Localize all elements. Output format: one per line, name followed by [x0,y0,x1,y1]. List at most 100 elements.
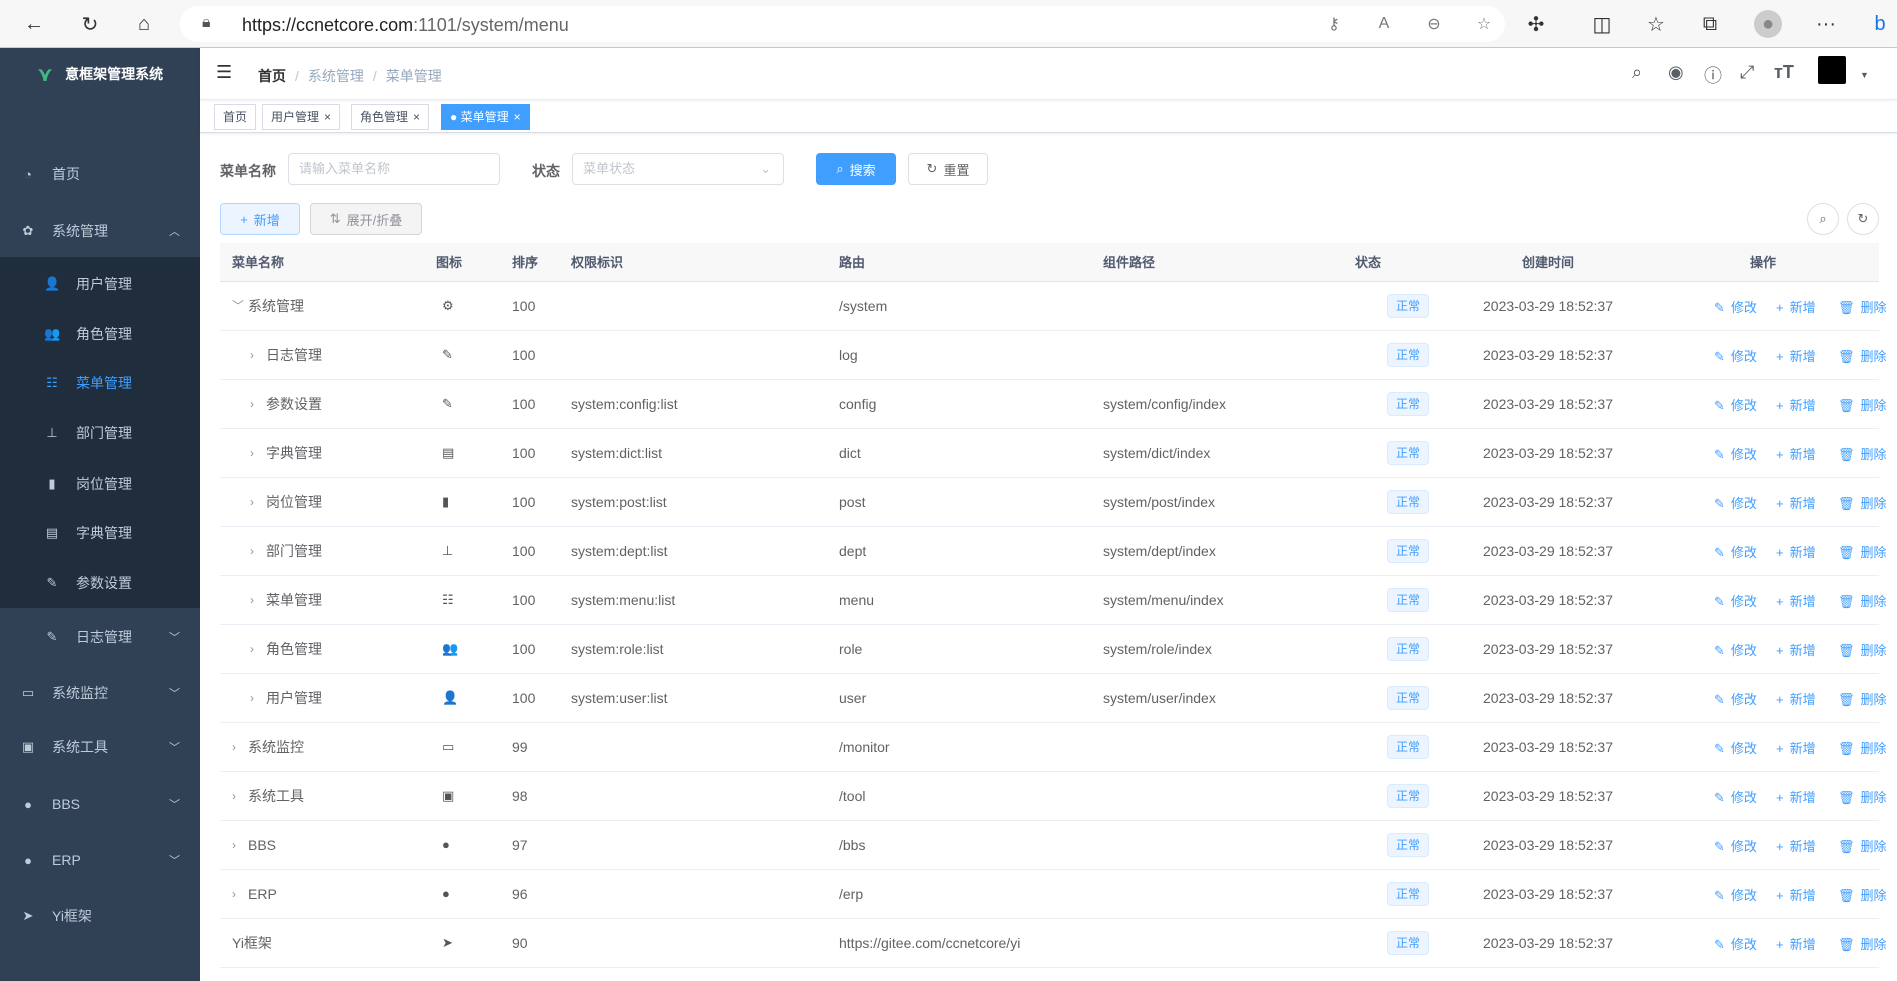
tag-1[interactable]: 用户管理 × [262,104,341,130]
expand-icon[interactable]: › [250,593,254,607]
sidebar-item[interactable]: ✎ 参数设置 [0,558,200,608]
github-icon[interactable]: ◉ [1668,62,1684,82]
sidebar-item[interactable]: ▭ 系统监控 ﹀ [0,668,200,718]
close-icon[interactable]: × [324,110,332,124]
sidebar-item[interactable]: ● BBS ﹀ [0,779,200,829]
home-icon[interactable]: ⌂ [137,12,151,35]
split-screen-icon[interactable]: ◫ [1592,13,1612,36]
edit-button[interactable]: ✎ 修改 [1714,885,1757,904]
edit-button[interactable]: ✎ 修改 [1714,346,1757,365]
expand-icon[interactable]: › [250,397,254,411]
sidebar-item[interactable]: ▤ 字典管理 [0,508,200,558]
add-child-button[interactable]: + 新增 [1776,493,1816,512]
sidebar-item[interactable]: 👥 角色管理 [0,309,200,359]
search-icon[interactable]: ⌕ [1632,62,1643,82]
delete-button[interactable]: 🗑︎ 删除 [1838,395,1887,414]
edit-button[interactable]: ✎ 修改 [1714,444,1757,463]
add-child-button[interactable]: + 新增 [1776,444,1816,463]
expand-icon[interactable]: › [232,740,236,754]
tag-0[interactable]: 首页 [214,104,257,130]
refresh-table-button[interactable]: ↻ [1847,203,1879,235]
close-icon[interactable]: × [413,110,421,124]
delete-button[interactable]: 🗑︎ 删除 [1838,444,1887,463]
back-icon[interactable]: ← [24,12,44,35]
toggle-search-button[interactable]: ⌕ [1807,203,1839,235]
menu-name-input[interactable]: 请输入菜单名称 [288,153,500,185]
delete-button[interactable]: 🗑︎ 删除 [1838,787,1887,806]
expand-icon[interactable]: › [250,642,254,656]
expand-icon[interactable]: › [250,544,254,558]
caret-down-icon[interactable]: ▼ [1860,70,1869,80]
tag-3[interactable]: ● 菜单管理 × [441,104,530,130]
collapse-icon[interactable]: ﹀ [232,299,245,313]
refresh-icon[interactable]: ↻ [81,13,99,36]
expand-icon[interactable]: › [250,691,254,705]
delete-button[interactable]: 🗑︎ 删除 [1838,346,1887,365]
logo[interactable]: ⋎ 意框架管理系统 [0,48,200,100]
expand-icon[interactable]: › [232,789,236,803]
edit-button[interactable]: ✎ 修改 [1714,395,1757,414]
sidebar-item[interactable]: ✎ 日志管理 ﹀ [0,612,200,662]
sidebar-item[interactable]: ✿ 系统管理 ︿ [0,205,200,257]
delete-button[interactable]: 🗑︎ 删除 [1838,885,1887,904]
hamburger-icon[interactable]: ☰ [216,62,233,82]
breadcrumb-home[interactable]: 首页 [258,68,286,84]
expand-icon[interactable]: › [250,446,254,460]
delete-button[interactable]: 🗑︎ 删除 [1838,640,1887,659]
key-icon[interactable]: ⚷ [1328,16,1340,33]
search-button[interactable]: ⌕ 搜索 [816,153,896,185]
sidebar-item[interactable]: ▮ 岗位管理 [0,459,200,509]
sidebar-item[interactable]: ◔ 首页 [0,149,200,199]
fullscreen-icon[interactable]: ⤢ [1740,62,1755,82]
reset-button[interactable]: ↻ 重置 [908,153,988,185]
edit-button[interactable]: ✎ 修改 [1714,934,1757,953]
add-child-button[interactable]: + 新增 [1776,885,1816,904]
delete-button[interactable]: 🗑︎ 删除 [1838,738,1887,757]
add-child-button[interactable]: + 新增 [1776,542,1816,561]
collections-icon[interactable]: ⧉ [1702,12,1718,35]
address-bar[interactable]: 🔒︎ https://ccnetcore.com:1101/system/men… [180,6,1505,42]
edit-button[interactable]: ✎ 修改 [1714,542,1757,561]
add-child-button[interactable]: + 新增 [1776,738,1816,757]
expand-icon[interactable]: › [232,887,236,901]
add-child-button[interactable]: + 新增 [1776,591,1816,610]
edit-button[interactable]: ✎ 修改 [1714,836,1757,855]
sidebar-item[interactable]: ☷ 菜单管理 [0,358,200,408]
font-size-icon[interactable]: тT [1774,62,1794,82]
add-child-button[interactable]: + 新增 [1776,395,1816,414]
add-child-button[interactable]: + 新增 [1776,689,1816,708]
edit-button[interactable]: ✎ 修改 [1714,591,1757,610]
edit-button[interactable]: ✎ 修改 [1714,738,1757,757]
expand-collapse-button[interactable]: ⇅ 展开/折叠 [310,203,422,235]
sidebar-item[interactable]: ▣ 系统工具 ﹀ [0,722,200,772]
sidebar-item[interactable]: ⊥ 部门管理 [0,408,200,458]
zoom-out-icon[interactable]: ⊖ [1427,16,1441,33]
expand-icon[interactable]: › [250,348,254,362]
add-child-button[interactable]: + 新增 [1776,640,1816,659]
edit-button[interactable]: ✎ 修改 [1714,689,1757,708]
extensions-icon[interactable]: ✣ [1527,13,1545,36]
favorites-icon[interactable]: ☆ [1647,13,1665,36]
add-child-button[interactable]: + 新增 [1776,836,1816,855]
edit-button[interactable]: ✎ 修改 [1714,640,1757,659]
delete-button[interactable]: 🗑︎ 删除 [1838,493,1887,512]
user-avatar[interactable] [1818,56,1846,84]
delete-button[interactable]: 🗑︎ 删除 [1838,689,1887,708]
add-favorite-icon[interactable]: ☆ [1476,16,1492,33]
expand-icon[interactable]: › [250,495,254,509]
add-child-button[interactable]: + 新增 [1776,346,1816,365]
delete-button[interactable]: 🗑︎ 删除 [1838,542,1887,561]
bing-icon[interactable]: b [1874,12,1886,35]
close-icon[interactable]: × [513,110,521,124]
sidebar-item[interactable]: ● ERP ﹀ [0,835,200,885]
help-icon[interactable]: ⓘ [1704,66,1722,86]
read-aloud-icon[interactable]: A [1378,15,1390,32]
delete-button[interactable]: 🗑︎ 删除 [1838,297,1887,316]
more-icon[interactable]: ··· [1816,12,1836,35]
add-button[interactable]: + 新增 [220,203,300,235]
expand-icon[interactable]: › [232,838,236,852]
delete-button[interactable]: 🗑︎ 删除 [1838,836,1887,855]
status-select[interactable]: 菜单状态 ⌄ [572,153,784,185]
edit-button[interactable]: ✎ 修改 [1714,297,1757,316]
profile-avatar[interactable]: ● [1754,10,1782,38]
